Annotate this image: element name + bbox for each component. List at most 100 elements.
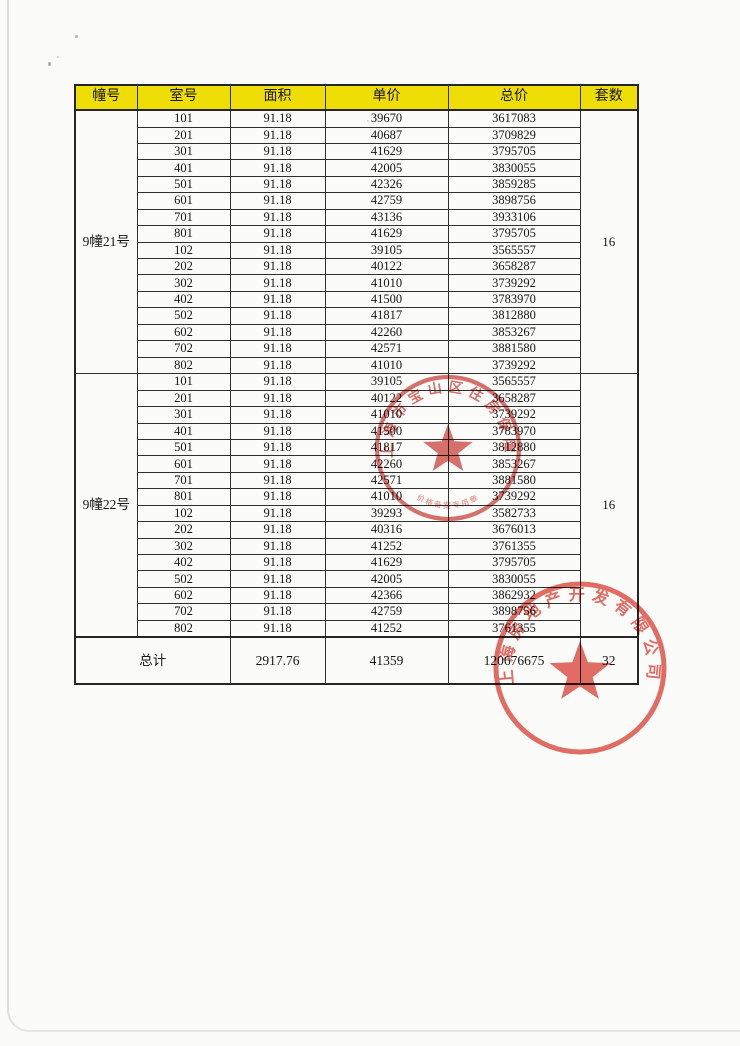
unit-price-cell: 41817	[324, 438, 449, 457]
table-row: 402 91.18 41500 3783970	[75, 290, 638, 309]
unit-price-cell: 41010	[324, 488, 449, 506]
area-cell: 91.18	[229, 109, 326, 128]
unit-price-cell: 41252	[324, 619, 449, 638]
unit-count: 16	[579, 373, 639, 638]
area-cell: 91.18	[229, 603, 326, 621]
total-price-cell: 3830055	[447, 159, 581, 177]
area-cell: 91.18	[229, 142, 326, 161]
total-price-cell: 3739292	[447, 488, 581, 506]
table-row: 701 91.18 43136 3933106	[75, 208, 638, 227]
unit-price-cell: 42571	[324, 471, 449, 490]
area-cell: 91.18	[229, 175, 326, 194]
total-price-cell: 3853267	[447, 455, 581, 473]
total-price-cell: 3617083	[447, 109, 581, 128]
table-row: 201 91.18 40687 3709829	[75, 126, 638, 144]
table-row: 302 91.18 41010 3739292	[75, 274, 638, 292]
area-cell: 91.18	[229, 373, 326, 391]
total-price-cell: 3795705	[447, 142, 581, 161]
room-cell: 601	[136, 455, 231, 473]
room-cell: 701	[136, 208, 231, 227]
unit-price-cell: 43136	[324, 208, 449, 227]
total-row: 总计 2917.76 41359 120676675 32	[74, 636, 639, 685]
table-row: 401 91.18 42005 3830055	[75, 159, 638, 177]
area-cell: 91.18	[229, 554, 326, 572]
total-unit-price: 41359	[324, 636, 449, 685]
area-cell: 91.18	[229, 406, 326, 424]
unit-price-cell: 39670	[324, 109, 449, 128]
total-price-cell: 3898756	[447, 192, 581, 210]
area-cell: 91.18	[229, 438, 326, 457]
unit-price-cell: 42571	[324, 340, 449, 358]
unit-price-cell: 41500	[324, 422, 449, 440]
housing-price-table: 幢号 室号 面积 单价 总价 套数 9幢21号 101 91.18 39670 361…	[74, 84, 639, 685]
room-cell: 402	[136, 290, 231, 309]
area-cell: 91.18	[229, 389, 326, 408]
table-row: 102 91.18 39293 3582733	[75, 504, 638, 523]
room-cell: 502	[136, 570, 231, 588]
table-row: 401 91.18 41500 3783970	[75, 422, 638, 440]
table-row: 502 91.18 41817 3812880	[75, 307, 638, 325]
total-price-cell: 3658287	[447, 389, 581, 408]
unit-count: 16	[579, 109, 639, 375]
unit-price-cell: 42260	[324, 455, 449, 473]
room-cell: 601	[136, 192, 231, 210]
room-cell: 301	[136, 406, 231, 424]
area-cell: 91.18	[229, 537, 326, 556]
total-price-cell: 3565557	[447, 241, 581, 260]
room-cell: 802	[136, 356, 231, 375]
area-cell: 91.18	[229, 290, 326, 309]
table-row: 501 91.18 42326 3859285	[75, 175, 638, 194]
area-cell: 91.18	[229, 241, 326, 260]
room-cell: 401	[136, 159, 231, 177]
building-label: 9幢21号	[74, 109, 138, 375]
area-cell: 91.18	[229, 126, 326, 144]
room-cell: 801	[136, 488, 231, 506]
scan-speck	[48, 62, 51, 66]
total-price-cell: 3761355	[447, 537, 581, 556]
table-row: 301 91.18 41629 3795705	[75, 142, 638, 161]
unit-price-cell: 40122	[324, 389, 449, 408]
header-total-price: 总价	[447, 84, 581, 111]
room-cell: 301	[136, 142, 231, 161]
unit-price-cell: 41629	[324, 225, 449, 243]
unit-price-cell: 42366	[324, 586, 449, 605]
unit-price-cell: 40687	[324, 126, 449, 144]
room-cell: 402	[136, 554, 231, 572]
total-price-cell: 3812880	[447, 307, 581, 325]
unit-price-cell: 42005	[324, 570, 449, 588]
room-cell: 702	[136, 603, 231, 621]
area-cell: 91.18	[229, 225, 326, 243]
room-cell: 802	[136, 619, 231, 638]
area-cell: 91.18	[229, 208, 326, 227]
unit-price-cell: 41500	[324, 290, 449, 309]
room-cell: 302	[136, 274, 231, 292]
table-row: 202 91.18 40122 3658287	[75, 258, 638, 276]
unit-price-cell: 41629	[324, 554, 449, 572]
area-cell: 91.18	[229, 504, 326, 523]
table-row: 802 91.18 41010 3739292	[75, 356, 638, 375]
table-row: 601 91.18 42759 3898756	[75, 192, 638, 210]
area-cell: 91.18	[229, 521, 326, 539]
area-cell: 91.18	[229, 159, 326, 177]
area-cell: 91.18	[229, 258, 326, 276]
room-cell: 501	[136, 438, 231, 457]
total-price-cell: 3676013	[447, 521, 581, 539]
table-row: 801 91.18 41629 3795705	[75, 225, 638, 243]
unit-price-cell: 41010	[324, 274, 449, 292]
room-cell: 502	[136, 307, 231, 325]
area-cell: 91.18	[229, 455, 326, 473]
table-row: 702 91.18 42759 3898756	[75, 603, 638, 621]
total-price-cell: 3739292	[447, 406, 581, 424]
room-cell: 101	[136, 373, 231, 391]
unit-price-cell: 41010	[324, 356, 449, 375]
total-price-cell: 3830055	[447, 570, 581, 588]
unit-price-cell: 39293	[324, 504, 449, 523]
area-cell: 91.18	[229, 570, 326, 588]
table-row: 402 91.18 41629 3795705	[75, 554, 638, 572]
unit-price-cell: 39105	[324, 241, 449, 260]
room-cell: 201	[136, 126, 231, 144]
area-cell: 91.18	[229, 323, 326, 342]
total-price-cell: 3709829	[447, 126, 581, 144]
unit-price-cell: 39105	[324, 373, 449, 391]
unit-price-cell: 40122	[324, 258, 449, 276]
